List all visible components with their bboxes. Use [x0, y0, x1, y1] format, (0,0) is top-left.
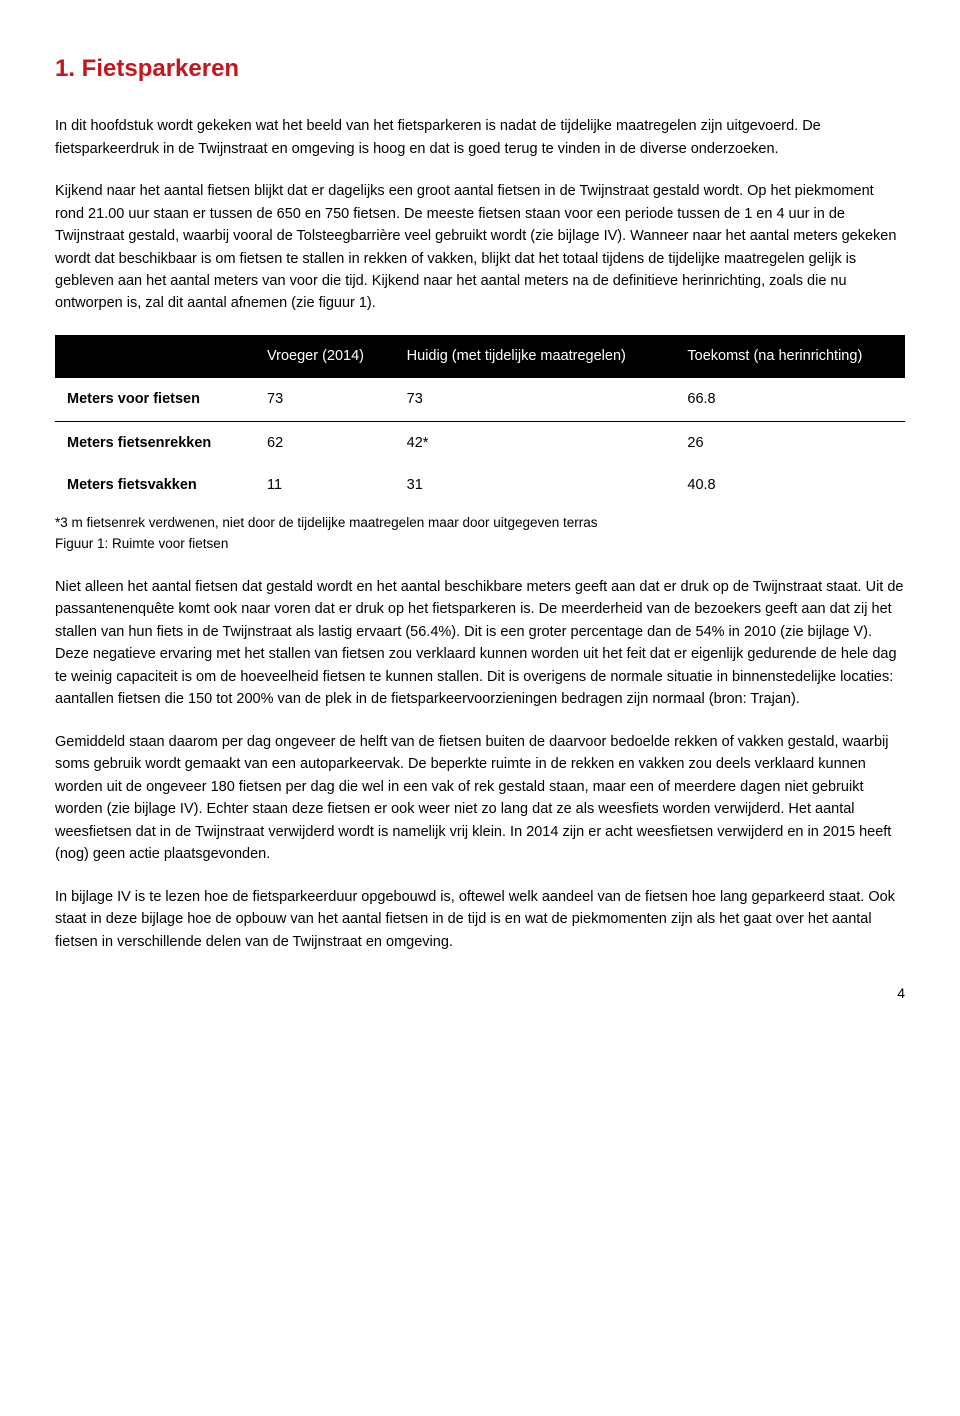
table-cell: 42*: [395, 421, 676, 464]
table-cell-label: Meters voor fietsen: [55, 378, 255, 421]
paragraph-1: In dit hoofdstuk wordt gekeken wat het b…: [55, 115, 905, 160]
table-row: Meters fietsvakken 11 31 40.8: [55, 464, 905, 506]
section-heading: 1. Fietsparkeren: [55, 50, 905, 87]
paragraph-5: In bijlage IV is te lezen hoe de fietspa…: [55, 886, 905, 953]
page-number: 4: [55, 983, 905, 1005]
table-cell-label: Meters fietsenrekken: [55, 421, 255, 464]
table-header-huidig: Huidig (met tijdelijke maatregelen): [395, 335, 676, 378]
paragraph-4: Gemiddeld staan daarom per dag ongeveer …: [55, 731, 905, 866]
table-header-vroeger: Vroeger (2014): [255, 335, 395, 378]
table-cell: 40.8: [675, 464, 905, 506]
table-cell: 26: [675, 421, 905, 464]
table-row: Meters voor fietsen 73 73 66.8: [55, 378, 905, 421]
table-header-toekomst: Toekomst (na herinrichting): [675, 335, 905, 378]
table-cell: 73: [395, 378, 676, 421]
figure-caption: Figuur 1: Ruimte voor fietsen: [55, 534, 905, 554]
table-cell: 66.8: [675, 378, 905, 421]
table-footnote: *3 m fietsenrek verdwenen, niet door de …: [55, 513, 905, 533]
table-cell: 11: [255, 464, 395, 506]
table-cell: 62: [255, 421, 395, 464]
table-cell-label: Meters fietsvakken: [55, 464, 255, 506]
table-cell: 73: [255, 378, 395, 421]
paragraph-3: Niet alleen het aantal fietsen dat gesta…: [55, 576, 905, 711]
paragraph-2: Kijkend naar het aantal fietsen blijkt d…: [55, 180, 905, 315]
table-header-empty: [55, 335, 255, 378]
fietsen-table: Vroeger (2014) Huidig (met tijdelijke ma…: [55, 335, 905, 507]
table-cell: 31: [395, 464, 676, 506]
table-row: Meters fietsenrekken 62 42* 26: [55, 421, 905, 464]
